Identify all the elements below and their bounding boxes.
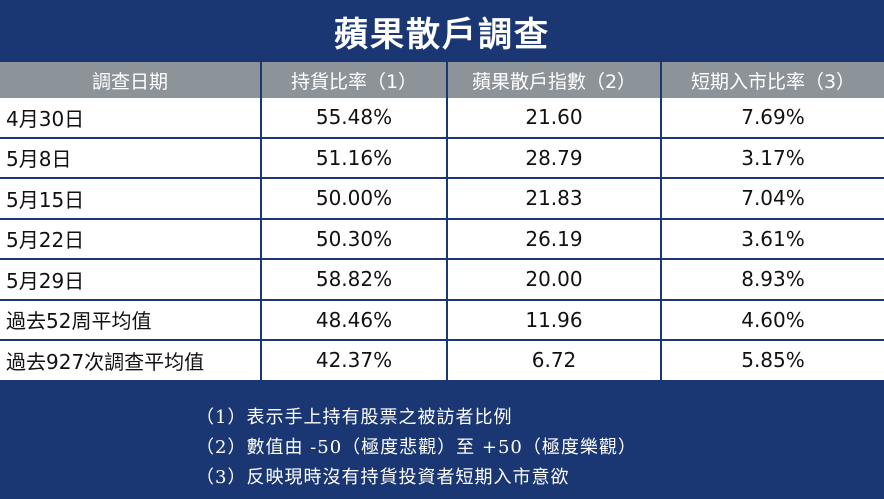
- retail-index-cell: 21.83: [448, 179, 662, 218]
- table-row: 5月8日 51.16% 28.79 3.17%: [0, 138, 884, 179]
- date-cell: 5月29日: [0, 260, 262, 299]
- retail-index-cell: 28.79: [448, 138, 662, 177]
- header-retail-index: 蘋果散戶指數（2）: [448, 62, 662, 98]
- table-row: 4月30日 55.48% 21.60 7.69%: [0, 98, 884, 139]
- short-term-ratio-cell: 8.93%: [741, 267, 805, 292]
- retail-index-cell: 20.00: [448, 260, 662, 299]
- date-cell: 5月22日: [0, 219, 262, 258]
- holding-ratio-cell: 58.82%: [262, 260, 448, 299]
- date-cell: 5月8日: [0, 138, 262, 177]
- short-term-ratio-cell: 5.85%: [741, 348, 805, 373]
- holding-ratio-cell: 50.30%: [262, 219, 448, 258]
- holding-ratio-cell: 50.00%: [262, 179, 448, 218]
- header-short-term-ratio: 短期入市比率（3）: [690, 70, 856, 93]
- table-row: 過去52周平均值 48.46% 11.96 4.60%: [0, 300, 884, 341]
- holding-ratio-cell: 48.46%: [262, 300, 448, 339]
- retail-index-cell: 11.96: [448, 300, 662, 339]
- short-term-ratio-cell: 3.17%: [741, 145, 805, 170]
- footnote-3: （3）反映現時沒有持貨投資者短期入市意欲: [196, 467, 570, 488]
- table-row: 5月22日 50.30% 26.19 3.61%: [0, 219, 884, 260]
- table-row: 過去927次調查平均值 42.37% 6.72 5.85%: [0, 341, 884, 382]
- holding-ratio-cell: 55.48%: [262, 98, 448, 137]
- short-term-ratio-cell: 3.61%: [741, 226, 805, 251]
- header-survey-date: 調查日期: [0, 62, 262, 98]
- short-term-ratio-cell: 4.60%: [741, 307, 805, 332]
- retail-index-cell: 26.19: [448, 219, 662, 258]
- date-cell: 過去52周平均值: [0, 300, 262, 339]
- short-term-ratio-cell: 7.04%: [741, 186, 805, 211]
- table-body: 4月30日 55.48% 21.60 7.69% 5月8日 51.16% 28.…: [0, 98, 884, 382]
- short-term-ratio-cell: 7.69%: [741, 105, 805, 130]
- table-row: 5月15日 50.00% 21.83 7.04%: [0, 179, 884, 220]
- table-row: 5月29日 58.82% 20.00 8.93%: [0, 260, 884, 301]
- header-holding-ratio: 持貨比率（1）: [262, 62, 448, 98]
- retail-index-cell: 6.72: [448, 341, 662, 380]
- holding-ratio-cell: 42.37%: [262, 341, 448, 380]
- date-cell: 過去927次調查平均值: [0, 341, 262, 380]
- holding-ratio-cell: 51.16%: [262, 138, 448, 177]
- date-cell: 4月30日: [0, 98, 262, 137]
- footnote-2: （2）數值由 -50（極度悲觀）至 +50（極度樂觀）: [196, 437, 637, 458]
- retail-index-cell: 21.60: [448, 98, 662, 137]
- table-header-row: 調查日期 持貨比率（1） 蘋果散戶指數（2） 短期入市比率（3）: [0, 62, 884, 98]
- date-cell: 5月15日: [0, 179, 262, 218]
- footnote-1: （1）表示手上持有股票之被訪者比例: [196, 407, 513, 428]
- footnotes: （1）表示手上持有股票之被訪者比例 （2）數值由 -50（極度悲觀）至 +50（…: [0, 403, 884, 499]
- table-title: 蘋果散戶調查: [334, 14, 550, 55]
